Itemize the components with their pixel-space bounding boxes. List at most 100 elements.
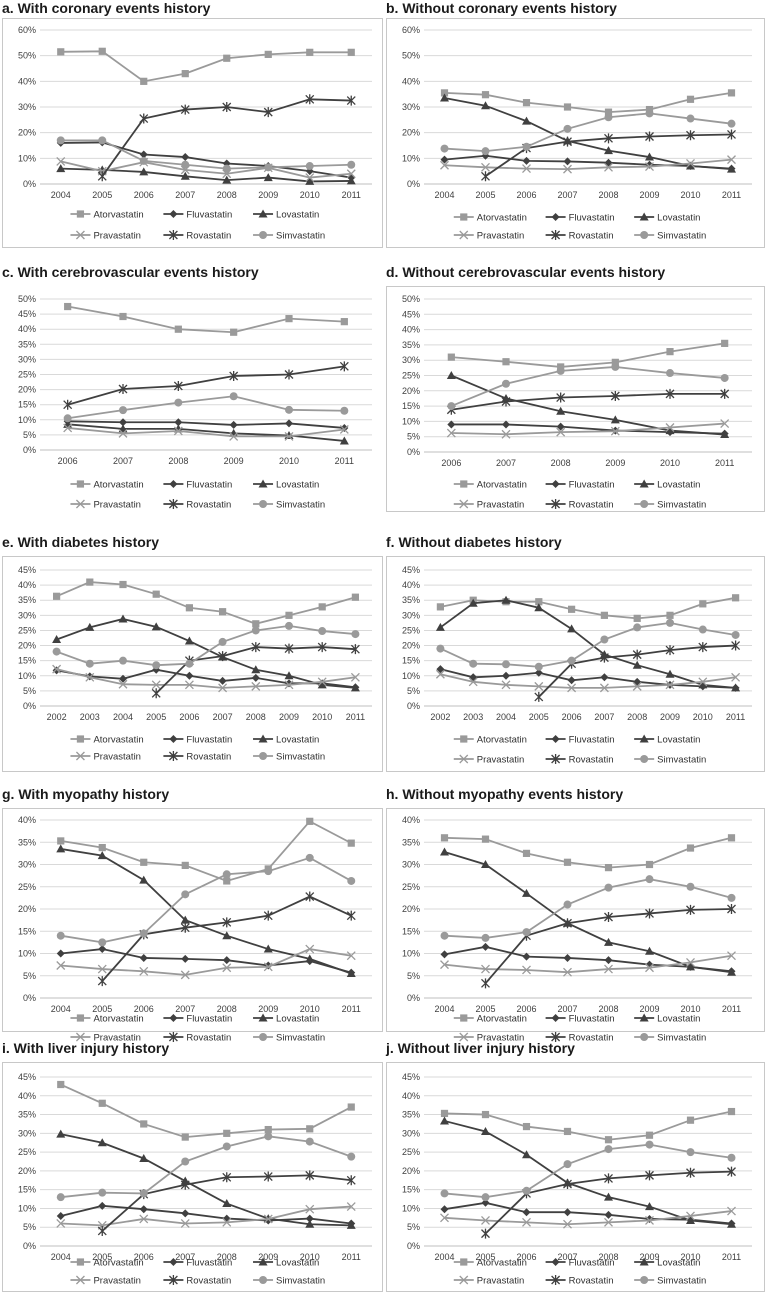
y-tick-label: 35% bbox=[402, 340, 420, 350]
data-point bbox=[732, 594, 740, 602]
legend-item: Pravastatin bbox=[70, 231, 141, 242]
y-tick-label: 5% bbox=[23, 1222, 36, 1232]
series-line bbox=[444, 1143, 732, 1199]
legend-item: Pravastatin bbox=[70, 1033, 141, 1044]
x-tick-label: 2003 bbox=[80, 712, 100, 722]
legend-marker bbox=[459, 1032, 469, 1042]
legend-label: Simvastatin bbox=[276, 752, 325, 763]
x-tick-label: 2005 bbox=[475, 1004, 495, 1014]
data-point bbox=[139, 875, 149, 884]
data-point bbox=[56, 136, 65, 145]
series-line bbox=[60, 856, 352, 944]
y-tick-label: 40% bbox=[18, 76, 36, 86]
data-point bbox=[139, 113, 149, 124]
legend-label: Atorvastatin bbox=[477, 480, 527, 491]
legend-label: Lovastatin bbox=[276, 210, 319, 221]
legend-item: Lovastatin bbox=[253, 479, 319, 491]
data-point bbox=[686, 1116, 695, 1124]
data-point bbox=[522, 849, 531, 857]
chart-svg: 0% 10% 20% 30% 40% 50% 60% 2004 2005 2006 2007 2008… bbox=[402, 25, 752, 242]
y-tick-label: 25% bbox=[18, 1147, 36, 1157]
x-tick-label: 2009 bbox=[605, 458, 625, 468]
data-point bbox=[173, 380, 183, 391]
data-point bbox=[604, 113, 613, 122]
data-point bbox=[305, 173, 315, 183]
data-point bbox=[229, 420, 238, 429]
y-tick-label: 30% bbox=[402, 860, 420, 870]
data-point bbox=[686, 882, 695, 891]
chart-title: b. Without coronary events history bbox=[386, 0, 617, 16]
data-point bbox=[139, 1205, 148, 1214]
legend-item: Simvastatin bbox=[253, 1276, 325, 1287]
x-tick-label: 2005 bbox=[146, 712, 166, 722]
data-point bbox=[218, 676, 227, 685]
x-tick-label: 2004 bbox=[434, 1004, 454, 1014]
series-line bbox=[444, 878, 732, 939]
series-simvastatin bbox=[56, 136, 356, 173]
data-point bbox=[97, 964, 107, 974]
data-point bbox=[720, 419, 730, 429]
data-point bbox=[604, 964, 613, 974]
data-point bbox=[119, 674, 127, 683]
legend-marker bbox=[258, 209, 268, 218]
data-point bbox=[481, 1110, 490, 1119]
series-line bbox=[444, 1110, 732, 1141]
x-tick-label: 2006 bbox=[58, 456, 78, 466]
data-point bbox=[563, 1208, 572, 1217]
data-point bbox=[556, 366, 565, 375]
series-fluvastatin bbox=[63, 417, 349, 432]
legend-item: Lovastatin bbox=[634, 1257, 700, 1269]
series-rovastatin bbox=[534, 640, 741, 702]
data-point bbox=[665, 645, 675, 656]
legend-label: Pravastatin bbox=[93, 500, 141, 511]
legend-item: Pravastatin bbox=[453, 755, 524, 766]
legend-label: Rovastatin bbox=[186, 231, 231, 242]
data-point bbox=[305, 162, 314, 171]
data-point bbox=[252, 620, 260, 628]
y-tick-label: 0% bbox=[407, 447, 420, 457]
series-line bbox=[60, 1083, 352, 1139]
legend-item: Atorvastatin bbox=[70, 1014, 144, 1025]
series-line bbox=[444, 1120, 732, 1226]
legend-marker bbox=[551, 1032, 561, 1042]
x-tick-label: 2007 bbox=[594, 712, 614, 722]
legend-item: Rovastatin bbox=[163, 751, 231, 763]
data-point bbox=[645, 946, 654, 955]
chart-svg: 0% 5% 10% 15% 20% 25% 30% 35% 40% 2004 2005 2006 200… bbox=[18, 815, 372, 1044]
legend-label: Simvastatin bbox=[276, 500, 325, 511]
data-point bbox=[222, 931, 232, 940]
data-point bbox=[351, 630, 360, 639]
data-point bbox=[181, 70, 189, 78]
y-tick-label: 5% bbox=[23, 686, 36, 696]
x-tick-label: 2010 bbox=[300, 1252, 320, 1262]
legend-marker bbox=[551, 213, 560, 221]
y-tick-label: 25% bbox=[402, 625, 420, 635]
data-point bbox=[604, 912, 613, 923]
data-point bbox=[721, 339, 729, 347]
data-point bbox=[222, 175, 232, 184]
legend-label: Rovastatin bbox=[569, 231, 614, 242]
data-point bbox=[645, 860, 654, 869]
data-point bbox=[346, 1220, 356, 1229]
data-point bbox=[481, 162, 490, 172]
series-line bbox=[450, 366, 725, 407]
x-tick-label: 2010 bbox=[693, 712, 713, 722]
legend-label: Atorvastatin bbox=[93, 1014, 143, 1025]
data-point bbox=[97, 1138, 107, 1147]
data-point bbox=[563, 1160, 572, 1169]
x-tick-label: 2005 bbox=[475, 1252, 495, 1262]
data-point bbox=[347, 160, 356, 169]
data-point bbox=[64, 302, 72, 311]
data-point bbox=[727, 951, 736, 961]
legend-marker bbox=[640, 1033, 649, 1041]
data-point bbox=[306, 817, 314, 825]
data-point bbox=[284, 431, 294, 441]
legend-item: Lovastatin bbox=[634, 212, 700, 224]
data-point bbox=[174, 418, 183, 427]
data-point bbox=[645, 1140, 654, 1149]
chart-panel-c: c. With cerebrovascular events history 0… bbox=[2, 264, 383, 516]
legend-item: Fluvastatin bbox=[545, 480, 615, 491]
legend-item: Fluvastatin bbox=[545, 1014, 615, 1025]
data-point bbox=[139, 1153, 149, 1162]
data-point bbox=[63, 414, 72, 423]
